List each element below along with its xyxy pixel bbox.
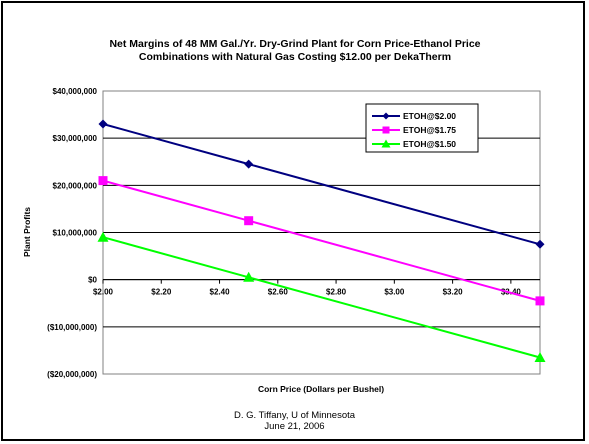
- x-axis-label: Corn Price (Dollars per Bushel): [258, 384, 384, 394]
- legend-label: ETOH@$2.00: [403, 111, 456, 121]
- x-tick-label: $2.80: [326, 288, 347, 297]
- x-tick-label: $2.60: [268, 288, 289, 297]
- legend-item: ETOH@$1.50: [372, 139, 456, 149]
- y-axis-label: Plant Profits: [22, 207, 32, 257]
- data-point-diamond: [98, 119, 108, 129]
- legend-item: ETOH@$2.00: [372, 111, 456, 121]
- chart-title-line-2: Combinations with Natural Gas Costing $1…: [138, 51, 452, 63]
- y-tick-label: $0: [88, 276, 97, 285]
- data-point-triangle: [243, 271, 255, 282]
- x-tick-label: $2.00: [93, 288, 114, 297]
- chart-title: Net Margins of 48 MM Gal./Yr. Dry-Grind …: [40, 38, 550, 64]
- y-tick-label: $40,000,000: [53, 87, 98, 96]
- data-point-square: [98, 176, 108, 186]
- footer-author: D. G. Tiffany, U of Minnesota: [233, 410, 356, 421]
- y-tick-label: ($10,000,000): [47, 323, 97, 332]
- legend: ETOH@$2.00 ETOH@$1.75 ETOH@$1.50: [365, 103, 479, 153]
- legend-label: ETOH@$1.50: [403, 139, 456, 149]
- y-axis-ticks: ($20,000,000) ($10,000,000) $0 $10,000,000 $…: [47, 87, 97, 379]
- y-tick-label: ($20,000,000): [47, 370, 97, 379]
- footer-date: June 21, 2006: [264, 421, 325, 432]
- data-point-square: [244, 216, 254, 226]
- x-tick-label: $2.40: [210, 288, 231, 297]
- data-point-triangle: [381, 139, 391, 148]
- data-point-square: [535, 296, 545, 306]
- y-tick-label: $20,000,000: [53, 181, 98, 190]
- data-point-diamond: [244, 159, 254, 169]
- y-tick-label: $10,000,000: [53, 229, 98, 238]
- x-tick-label: $3.00: [384, 288, 405, 297]
- x-tick-label: $3.20: [443, 288, 464, 297]
- legend-label: ETOH@$1.75: [403, 125, 456, 135]
- data-point-square: [382, 126, 390, 134]
- data-point-triangle: [534, 351, 546, 362]
- y-tick-label: $30,000,000: [53, 134, 98, 143]
- series-square: [98, 176, 545, 306]
- data-point-diamond: [382, 112, 390, 120]
- data-point-triangle: [97, 231, 109, 242]
- x-tick-label: $2.20: [151, 288, 172, 297]
- series-triangle: [97, 231, 546, 362]
- chart-title-line-1: Net Margins of 48 MM Gal./Yr. Dry-Grind …: [109, 38, 481, 50]
- data-point-diamond: [535, 239, 545, 249]
- series-diamond: [98, 119, 545, 249]
- legend-item: ETOH@$1.75: [372, 125, 456, 135]
- data-series: [97, 119, 546, 362]
